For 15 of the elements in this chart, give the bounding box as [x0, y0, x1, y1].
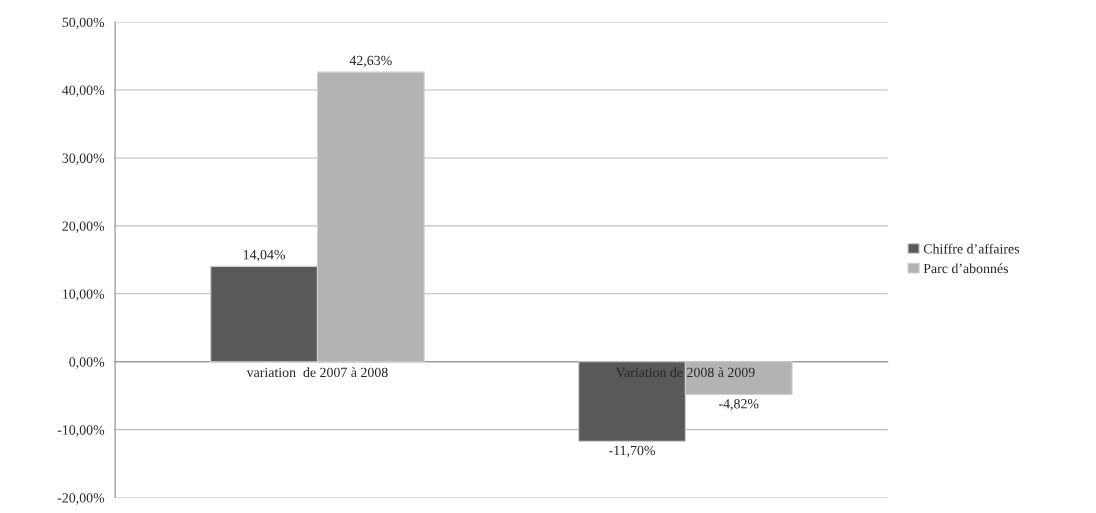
- legend-label: Parc d’abonnés: [923, 263, 1008, 274]
- y-tick-label: -20,00%: [57, 493, 105, 505]
- legend-label: Chiffre d’affaires: [923, 243, 1020, 254]
- data-label: -11,70%: [609, 445, 656, 458]
- y-tick-label: -10,00%: [57, 425, 105, 437]
- y-tick-label: 10,00%: [63, 289, 105, 301]
- data-label: -4,82%: [719, 399, 759, 411]
- data-label: 14,04%: [243, 250, 286, 262]
- y-tick-label: 50,00%: [62, 17, 105, 30]
- x-tick-label: variation de 2007 à 2008: [246, 367, 388, 378]
- y-tick-label: 0,00%: [69, 357, 105, 369]
- data-label: 42,63%: [349, 55, 392, 68]
- y-tick-label: 40,00%: [62, 85, 105, 97]
- y-tick-label: 20,00%: [62, 221, 105, 233]
- y-tick-label: 30,00%: [62, 153, 105, 165]
